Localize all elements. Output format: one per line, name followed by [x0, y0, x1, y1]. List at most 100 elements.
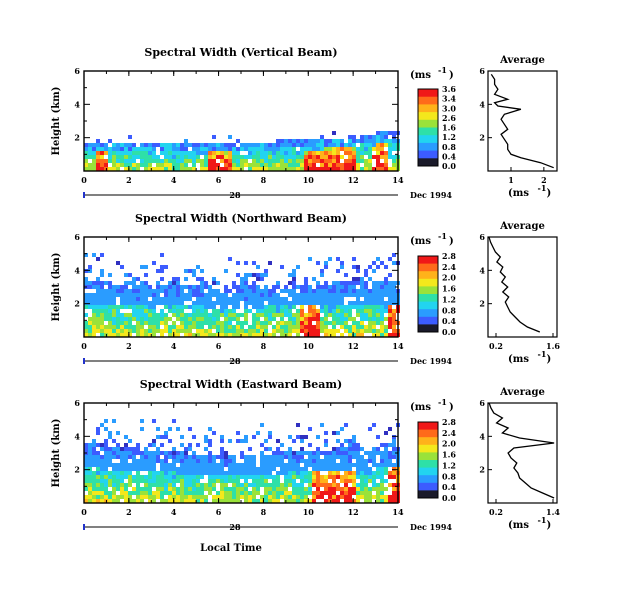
heatmap-cell	[236, 329, 240, 333]
heatmap-cell	[372, 455, 376, 459]
heatmap-cell	[256, 277, 260, 281]
heatmap-cell	[184, 483, 188, 487]
heatmap-cell	[372, 479, 376, 483]
heatmap-cell	[268, 151, 272, 155]
heatmap-cell	[124, 159, 128, 163]
heatmap-cell	[296, 495, 300, 499]
heatmap-cell	[180, 467, 184, 471]
heatmap-cell	[224, 151, 228, 155]
heatmap-cell	[288, 447, 292, 451]
heatmap-cell	[216, 499, 220, 503]
heatmap-cell	[260, 451, 264, 455]
heatmap-cell	[272, 167, 276, 171]
heatmap-cell	[256, 265, 260, 269]
heatmap-cell	[96, 309, 100, 313]
heatmap-cell	[268, 495, 272, 499]
heatmap-cell	[308, 147, 312, 151]
heatmap-cell	[88, 321, 92, 325]
heatmap-cell	[100, 289, 104, 293]
heatmap-cell	[296, 265, 300, 269]
heatmap-cell	[256, 305, 260, 309]
heatmap-cell	[284, 467, 288, 471]
heatmap-cell	[132, 147, 136, 151]
heatmap-cell	[108, 297, 112, 301]
heatmap-cell	[340, 261, 344, 265]
heatmap-cell	[296, 317, 300, 321]
heatmap-cell	[128, 297, 132, 301]
heatmap-cell	[232, 487, 236, 491]
heatmap-cell	[128, 491, 132, 495]
heatmap-cell	[300, 151, 304, 155]
heatmap-cell	[312, 289, 316, 293]
heatmap-cell	[352, 257, 356, 261]
heatmap-cell	[264, 491, 268, 495]
heatmap-cell	[116, 495, 120, 499]
heatmap-cell	[192, 317, 196, 321]
heatmap-cell	[144, 309, 148, 313]
heatmap-cell	[240, 329, 244, 333]
average-frame	[487, 402, 558, 504]
heatmap-cell	[260, 325, 264, 329]
heatmap-cell	[108, 447, 112, 451]
heatmap-cell	[100, 285, 104, 289]
heatmap-cell	[116, 163, 120, 167]
heatmap-cell	[92, 463, 96, 467]
heatmap-cell	[244, 309, 248, 313]
heatmap-cell	[180, 147, 184, 151]
colorbar-frame	[417, 421, 439, 499]
heatmap-cell	[200, 455, 204, 459]
heatmap-cell	[176, 471, 180, 475]
heatmap-cell	[244, 487, 248, 491]
heatmap-cell	[192, 159, 196, 163]
heatmap-cell	[168, 159, 172, 163]
heatmap-cell	[380, 297, 384, 301]
heatmap-cell	[192, 459, 196, 463]
heatmap-cell	[392, 301, 396, 305]
heatmap-cell	[372, 463, 376, 467]
heatmap-cell	[96, 257, 100, 261]
heatmap-cell	[196, 313, 200, 317]
heatmap-cell	[336, 285, 340, 289]
heatmap-cell	[224, 285, 228, 289]
heatmap-cell	[268, 499, 272, 503]
heatmap-cell	[96, 475, 100, 479]
heatmap-cell	[316, 491, 320, 495]
heatmap-cell	[312, 479, 316, 483]
heatmap-cell	[324, 151, 328, 155]
heatmap-cell	[316, 321, 320, 325]
colorbar-band	[418, 135, 438, 144]
heatmap-cell	[100, 455, 104, 459]
heatmap-cell	[260, 297, 264, 301]
heatmap-cell	[168, 475, 172, 479]
heatmap-cell	[296, 483, 300, 487]
heatmap-cell	[220, 435, 224, 439]
heatmap-cell	[372, 293, 376, 297]
heatmap-cell	[132, 159, 136, 163]
heatmap-cell	[184, 285, 188, 289]
heatmap-cell	[108, 317, 112, 321]
heatmap-cell	[92, 155, 96, 159]
heatmap-cell	[376, 333, 380, 337]
heatmap-cell	[264, 329, 268, 333]
heatmap-cell	[140, 467, 144, 471]
heatmap-cell	[116, 159, 120, 163]
heatmap-cell	[284, 155, 288, 159]
heatmap-cell	[96, 459, 100, 463]
heatmap-cell	[384, 289, 388, 293]
heatmap-cell	[136, 163, 140, 167]
heatmap-cell	[264, 475, 268, 479]
heatmap-cell	[164, 155, 168, 159]
heatmap-cell	[208, 439, 212, 443]
heatmap-cell	[308, 325, 312, 329]
heatmap-cell	[148, 143, 152, 147]
heatmap-cell	[164, 313, 168, 317]
heatmap-cell	[112, 159, 116, 163]
heatmap-cell	[292, 487, 296, 491]
heatmap-cell	[332, 155, 336, 159]
heatmap-cell	[172, 159, 176, 163]
heatmap-cell	[304, 475, 308, 479]
heatmap-cell	[372, 309, 376, 313]
heatmap-cell	[388, 301, 392, 305]
heatmap-cell	[280, 309, 284, 313]
heatmap-cell	[92, 281, 96, 285]
